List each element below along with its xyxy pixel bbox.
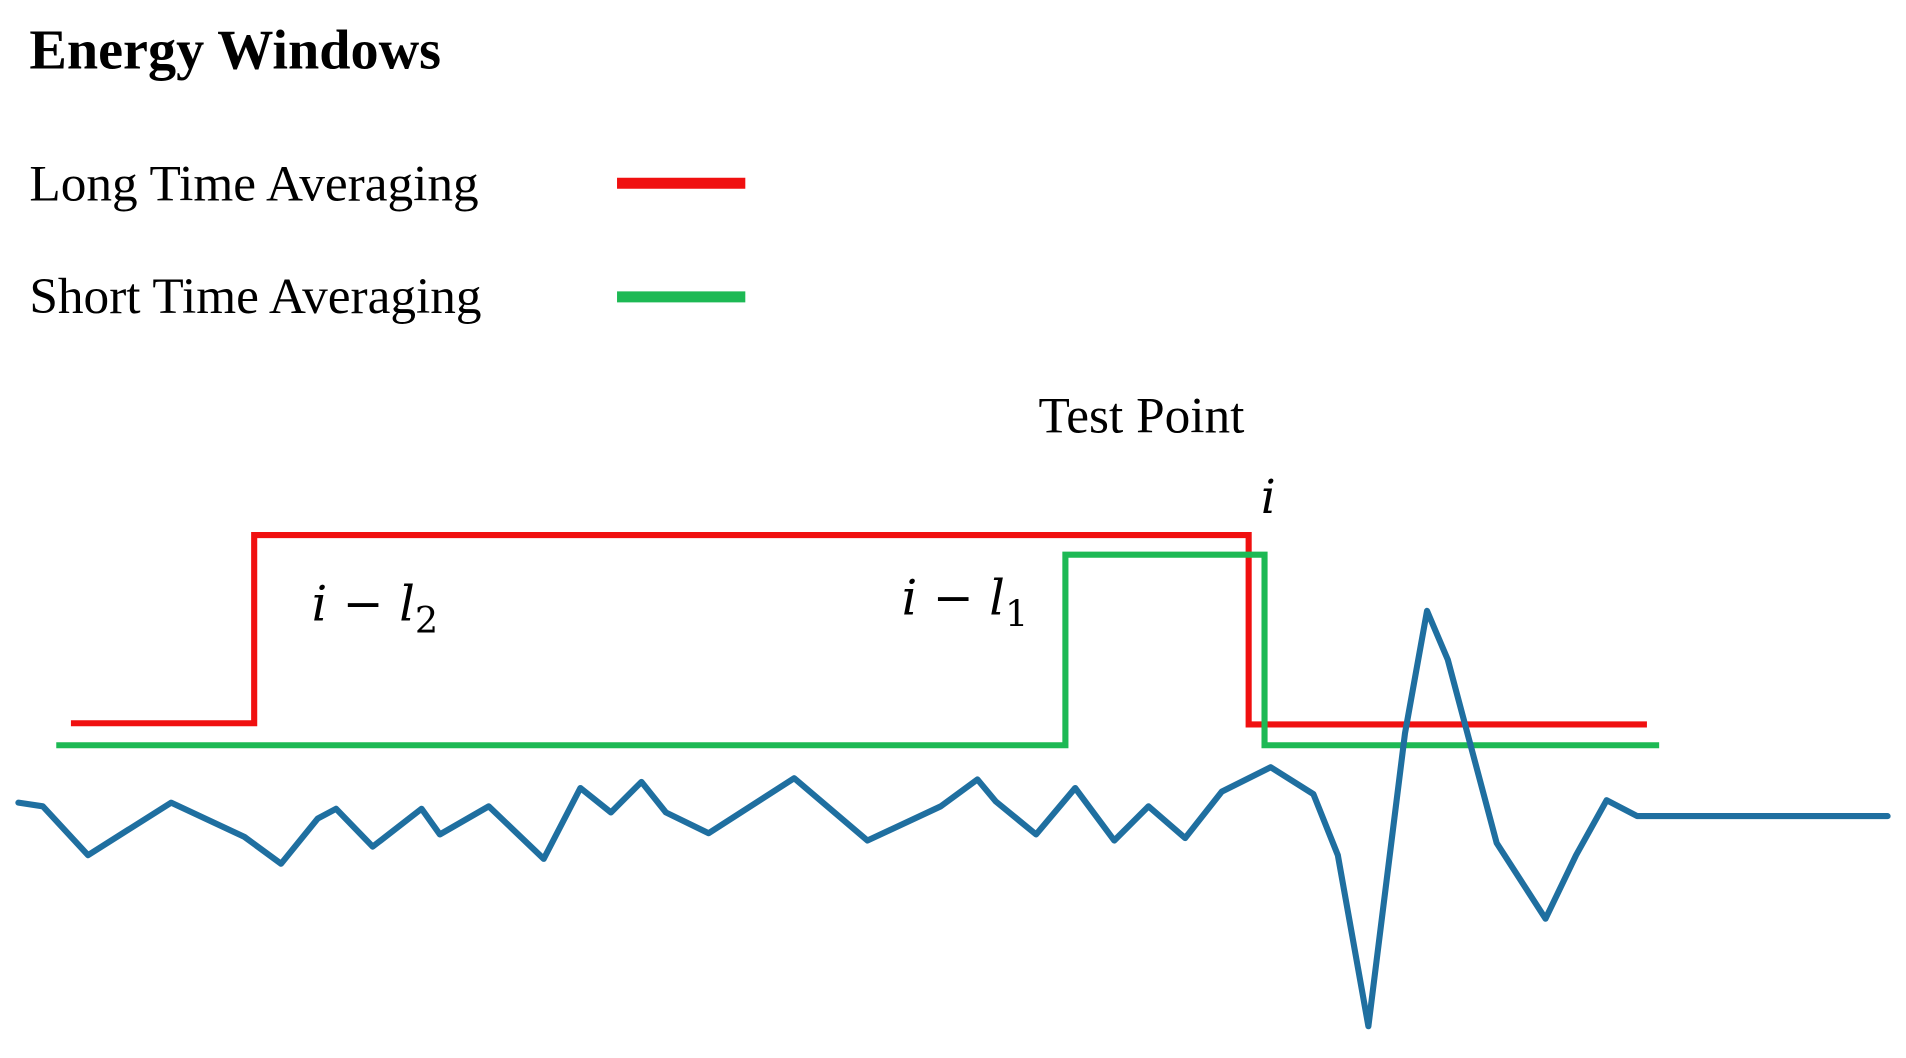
legend-label: Short Time Averaging — [29, 268, 481, 325]
index-label: i — [1261, 470, 1276, 524]
short-window-label: i − l1 — [902, 570, 1029, 636]
legend-label: Long Time Averaging — [29, 155, 478, 212]
long-window — [70, 532, 1647, 728]
label-subscript: 1 — [1005, 593, 1028, 636]
label-subscript: 2 — [415, 599, 438, 642]
short-window — [56, 551, 1660, 749]
signal-waveform — [15, 607, 1891, 1030]
label-main: i − l — [902, 570, 1005, 627]
label-main: i − l — [312, 576, 415, 633]
long-window-label: i − l2 — [312, 576, 439, 642]
test-point-label: Test Point — [1039, 387, 1245, 444]
title: Energy Windows — [29, 19, 441, 81]
